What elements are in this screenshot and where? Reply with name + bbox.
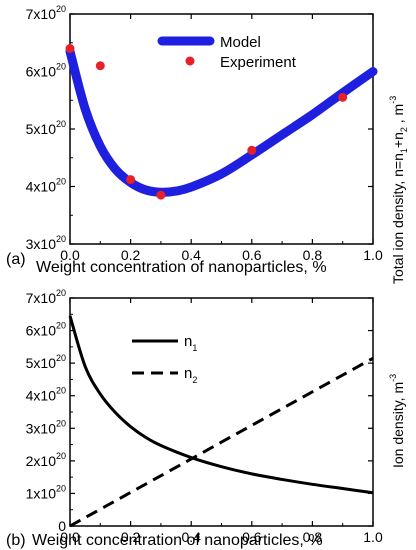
series-line-n1	[68, 315, 374, 495]
y-tick-label: 7x1020	[26, 4, 66, 22]
legend-n1-label: n1	[184, 333, 197, 353]
x-tick-label: 0.8	[303, 529, 323, 545]
y-tick-label: 5x1020	[26, 353, 66, 371]
y-tick-label: 3x1020	[26, 234, 66, 252]
chart-a-x-axis-title: Weight concentration of nanoparticles, %	[36, 259, 327, 276]
chart-a-x-tick-labels: 0.0 0.2 0.4 0.6 0.8 1.0	[60, 247, 383, 263]
experiment-point	[247, 145, 257, 155]
y-tick-label: 1x1020	[26, 483, 66, 501]
legend-model-label: Model	[220, 34, 261, 51]
y-tick-label: 7x1020	[26, 288, 66, 306]
experiment-point	[65, 44, 75, 53]
chart-b-y-axis-title: Ion density, m-3	[388, 374, 406, 468]
experiment-point	[156, 190, 166, 200]
series-line-model	[65, 46, 378, 197]
chart-a-y-tick-labels: 3x1020 4x1020 5x1020 6x1020 7x1020	[26, 4, 66, 252]
experiment-point	[126, 175, 136, 185]
x-tick-label: 0.4	[181, 247, 201, 263]
y-tick-label: 0	[58, 518, 66, 534]
x-tick-label: 0.0	[60, 529, 80, 545]
x-tick-label: 0.4	[181, 529, 201, 545]
x-tick-label: 0.2	[121, 247, 141, 263]
x-tick-label: 0.8	[303, 247, 323, 263]
y-tick-label: 5x1020	[26, 119, 66, 137]
y-tick-label: 6x1020	[26, 62, 66, 80]
chart-b-y-tick-labels: 0 1x1020 2x1020 3x1020 4x1020 5x1020 6x1020 7x1…	[26, 288, 67, 534]
chart-b-panel-label: (b)	[6, 532, 26, 549]
x-tick-label: 0.6	[242, 529, 262, 545]
experiment-point	[95, 61, 105, 71]
legend-experiment-marker	[185, 56, 195, 66]
y-tick-label: 4x1020	[26, 177, 66, 195]
chart-b-ticks	[69, 297, 374, 527]
chart-a-legend: Model Experiment	[157, 34, 297, 71]
chart-a-panel-label: (a)	[6, 251, 26, 268]
chart-b-series	[68, 315, 374, 528]
x-tick-label: 0.2	[121, 529, 141, 545]
y-tick-label: 4x1020	[26, 386, 66, 404]
y-tick-label: 3x1020	[26, 418, 66, 436]
x-tick-label: 0.0	[60, 247, 80, 263]
chart-b-legend: n1 n2	[132, 333, 197, 385]
x-tick-label: 0.6	[242, 247, 262, 263]
x-tick-label: 1.0	[363, 247, 383, 263]
series-line-n2	[69, 356, 374, 528]
x-tick-label: 1.0	[363, 529, 383, 545]
chart-b-x-axis-title: Weight concentration of nanoparticles, %	[32, 532, 323, 549]
chart-a-series	[65, 44, 378, 200]
y-tick-label: 2x1020	[26, 451, 66, 469]
chart-a: 3x1020 4x1020 5x1020 6x1020 7x1020 0.0 0.2 0.4…	[6, 4, 409, 284]
y-tick-label: 6x1020	[26, 321, 66, 339]
chart-a-y-axis-title: Total ion density, n=n1+n2 , m-3	[388, 96, 409, 284]
experiment-point	[338, 92, 348, 102]
legend-n2-label: n2	[184, 365, 197, 385]
chart-b: 0 1x1020 2x1020 3x1020 4x1020 5x1020 6x1020 7x1…	[6, 288, 406, 549]
chart-b-x-tick-labels: 0.0 0.2 0.4 0.6 0.8 1.0	[60, 529, 383, 545]
legend-experiment-label: Experiment	[220, 54, 297, 71]
